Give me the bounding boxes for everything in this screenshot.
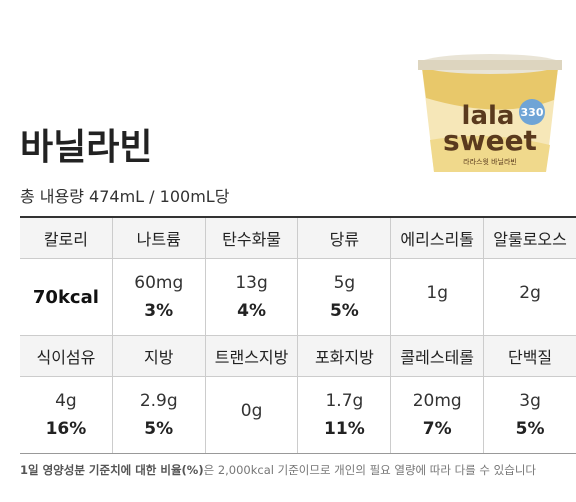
value-cell: 1.7g 11% [298, 377, 392, 453]
product-label: 라라스윗 바닐라빈 [463, 157, 517, 166]
value-row: 70kcal 60mg 3% 13g 4% 5g 5% 1g 2g [20, 259, 576, 336]
subtitle: 총 내용량 474mL / 100mL당 [20, 187, 230, 206]
nutrition-table: 칼로리 나트륨 탄수화물 당류 에리스리톨 알룰로오스 70kcal 60mg 3% 13g 4% 5… [20, 216, 576, 454]
amount: 60mg [134, 273, 184, 293]
value-row: 4g 16% 2.9g 5% 0g 1.7g 11% 20mg 7% 3g 5% [20, 377, 576, 453]
amount: 2g [519, 283, 541, 303]
value-cell: 5g 5% [298, 259, 392, 335]
nutrient-name: 식이섬유 [20, 336, 113, 376]
header-row: 칼로리 나트륨 탄수화물 당류 에리스리톨 알룰로오스 [20, 218, 576, 259]
amount: 5g [333, 273, 356, 293]
header-row: 식이섬유 지방 트랜스지방 포화지방 콜레스테롤 단백질 [20, 336, 576, 377]
amount: 13g [235, 273, 268, 293]
percent: 3% [144, 301, 174, 321]
footnote-bold: 1일 영양성분 기준치에 대한 비율(%) [20, 463, 204, 477]
amount: 1.7g [325, 391, 364, 411]
brand-bottom: sweet [443, 124, 537, 157]
value-cell: 0g [206, 377, 299, 453]
value-cell: 4g 16% [20, 377, 113, 453]
nutrient-name: 콜레스테롤 [391, 336, 485, 376]
amount: 1g [426, 283, 449, 303]
nutrient-name: 탄수화물 [206, 218, 299, 258]
value-cell: 60mg 3% [113, 259, 206, 335]
footnote: 1일 영양성분 기준치에 대한 비율(%)은 2,000kcal 기준이므로 개… [20, 462, 536, 478]
percent: 16% [45, 419, 87, 439]
badge: 330 [521, 106, 544, 119]
nutrient-name: 지방 [113, 336, 206, 376]
amount: 20mg [412, 391, 462, 411]
footnote-text: 은 2,000kcal 기준이므로 개인의 필요 열량에 따라 다를 수 있습니… [203, 463, 536, 477]
amount: 3g [519, 391, 541, 411]
value-cell: 2.9g 5% [113, 377, 206, 453]
value-cell: 3g 5% [484, 377, 576, 453]
nutrient-name: 나트륨 [113, 218, 206, 258]
value-cell: 2g [484, 259, 576, 335]
nutrient-name: 단백질 [507, 348, 553, 367]
brand-top: lala [462, 101, 515, 131]
value-cell: 70kcal [20, 259, 113, 335]
percent: 5% [144, 419, 174, 439]
nutrient-name: 알룰로오스 [493, 230, 567, 249]
value-cell: 1g [391, 259, 485, 335]
percent: 5% [329, 301, 359, 321]
percent: 11% [324, 419, 365, 439]
amount: 4g [55, 391, 77, 411]
product-image: 330 lala sweet 라라스윗 바닐라빈 [418, 54, 562, 172]
amount: 2.9g [139, 391, 178, 411]
percent: 7% [422, 419, 452, 439]
nutrient-name: 포화지방 [298, 336, 392, 376]
value-cell: 13g 4% [206, 259, 299, 335]
title: 바닐라빈 [20, 127, 153, 168]
amount: 0g [240, 401, 263, 421]
nutrient-name: 칼로리 [20, 218, 113, 258]
percent: 5% [515, 419, 545, 439]
amount: 70kcal [32, 286, 99, 308]
nutrient-name: 당류 [298, 218, 392, 258]
nutrient-name: 트랜스지방 [206, 336, 299, 376]
value-cell: 20mg 7% [391, 377, 485, 453]
percent: 4% [237, 301, 266, 321]
nutrient-name: 에리스리톨 [391, 218, 485, 258]
